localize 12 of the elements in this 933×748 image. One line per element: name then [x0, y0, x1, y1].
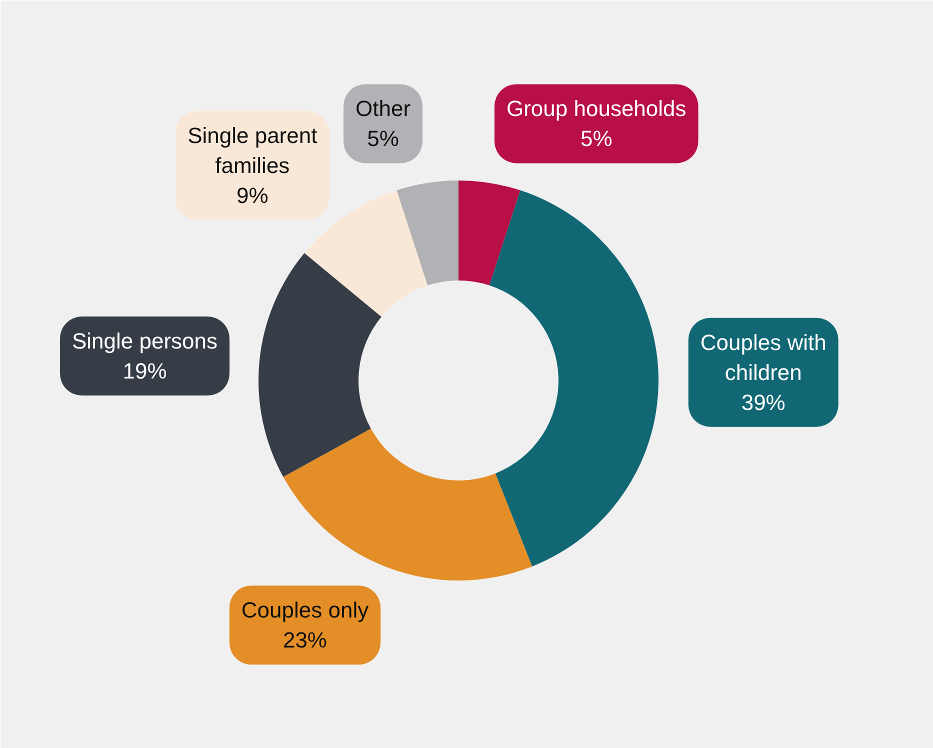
data-label: 9%: [236, 182, 268, 208]
slice-label: Couples only: [241, 598, 369, 623]
data-label: 39%: [741, 390, 786, 415]
slice-label: Other: [356, 96, 411, 122]
data-label: 5%: [367, 126, 399, 152]
slice-label: Group households: [506, 96, 686, 122]
slice-label: Couples with children: [700, 330, 826, 385]
slice-label: Single parent families: [188, 122, 318, 178]
data-label: 5%: [580, 126, 612, 152]
data-label: 23%: [282, 628, 328, 653]
slice-label: Single persons: [72, 328, 218, 354]
data-label: 19%: [122, 358, 167, 384]
